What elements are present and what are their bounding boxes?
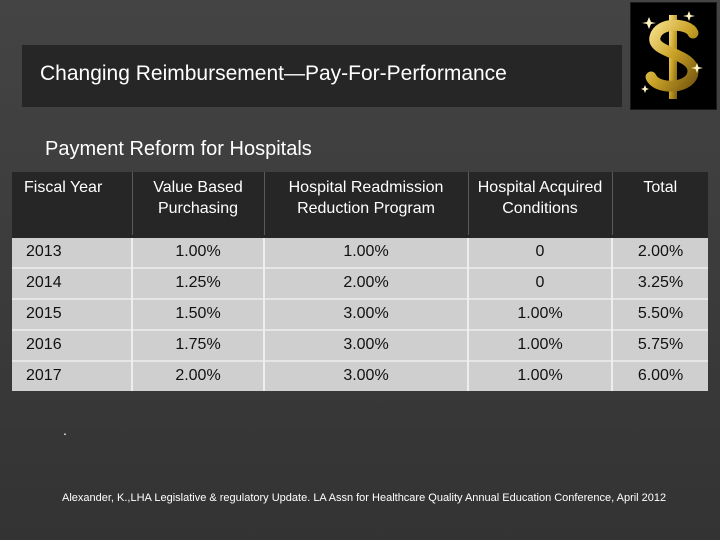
header-total: Total: [612, 172, 708, 236]
cell-fiscal-year: 2015: [12, 297, 133, 330]
payment-reform-table: Fiscal Year Value Based Purchasing Hospi…: [12, 172, 708, 391]
cell-total: 6.00%: [612, 359, 708, 391]
table-row: 2016 1.75% 3.00% 1.00% 5.75%: [12, 328, 708, 361]
table-row: 2013 1.00% 1.00% 0 2.00%: [12, 234, 708, 268]
cell-acquired-conditions: 1.00%: [468, 297, 613, 330]
cell-total: 5.50%: [612, 297, 708, 330]
cell-fiscal-year: 2014: [12, 266, 133, 299]
cell-readmission: 1.00%: [264, 234, 469, 268]
bullet-dot: .: [63, 422, 67, 438]
title-band: [22, 45, 622, 107]
cell-acquired-conditions: 1.00%: [468, 359, 613, 391]
cell-fiscal-year: 2017: [12, 359, 133, 391]
cell-readmission: 2.00%: [264, 266, 469, 299]
cell-readmission: 3.00%: [264, 328, 469, 361]
cell-acquired-conditions: 1.00%: [468, 328, 613, 361]
cell-fiscal-year: 2013: [12, 234, 133, 268]
cell-total: 2.00%: [612, 234, 708, 268]
header-hospital-acquired-conditions: Hospital Acquired Conditions: [468, 172, 613, 236]
header-value-based-purchasing: Value Based Purchasing: [132, 172, 265, 236]
cell-value-based: 1.75%: [132, 328, 265, 361]
cell-total: 3.25%: [612, 266, 708, 299]
cell-acquired-conditions: 0: [468, 234, 613, 268]
cell-value-based: 2.00%: [132, 359, 265, 391]
cell-fiscal-year: 2016: [12, 328, 133, 361]
header-readmission-reduction: Hospital Readmission Reduction Program: [264, 172, 469, 236]
table-row: 2017 2.00% 3.00% 1.00% 6.00%: [12, 359, 708, 391]
citation: Alexander, K.,LHA Legislative & regulato…: [62, 492, 667, 504]
cell-readmission: 3.00%: [264, 359, 469, 391]
cell-value-based: 1.00%: [132, 234, 265, 268]
table-row: 2015 1.50% 3.00% 1.00% 5.50%: [12, 297, 708, 330]
cell-total: 5.75%: [612, 328, 708, 361]
cell-readmission: 3.00%: [264, 297, 469, 330]
cell-acquired-conditions: 0: [468, 266, 613, 299]
section-subtitle: Payment Reform for Hospitals: [45, 138, 312, 160]
cell-value-based: 1.25%: [132, 266, 265, 299]
cell-value-based: 1.50%: [132, 297, 265, 330]
table-header-row: Fiscal Year Value Based Purchasing Hospi…: [12, 172, 708, 236]
slide-title: Changing Reimbursement—Pay-For-Performan…: [40, 62, 507, 85]
dollar-sign-sparkle-icon: [630, 2, 717, 110]
header-fiscal-year: Fiscal Year: [12, 172, 133, 236]
table-row: 2014 1.25% 2.00% 0 3.25%: [12, 266, 708, 299]
